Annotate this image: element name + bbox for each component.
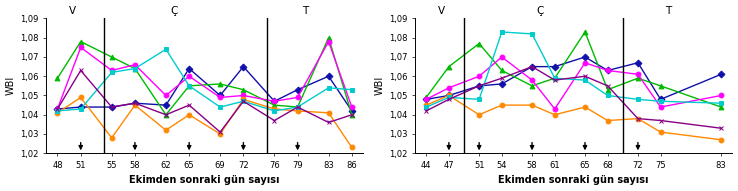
Y-axis label: WBI: WBI (375, 76, 384, 96)
X-axis label: Ekimden sonraki gün sayısı: Ekimden sonraki gün sayısı (129, 176, 280, 185)
Text: V: V (69, 6, 76, 16)
Text: V: V (438, 6, 445, 16)
Text: Ç: Ç (536, 6, 543, 16)
Y-axis label: WBI: WBI (6, 76, 15, 96)
Text: T: T (665, 6, 672, 16)
X-axis label: Ekimden sonraki gün sayısı: Ekimden sonraki gün sayısı (498, 176, 649, 185)
Text: T: T (303, 6, 308, 16)
Text: Ç: Ç (170, 6, 177, 16)
